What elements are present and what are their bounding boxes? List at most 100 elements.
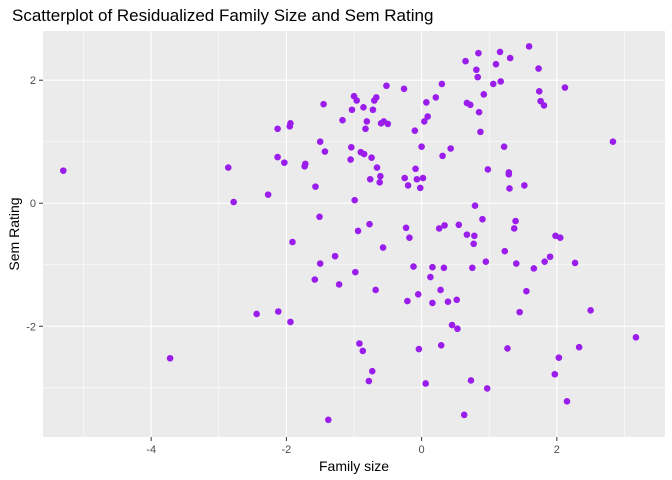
data-point: [489, 80, 497, 88]
x-axis-ticks: -4 -2 0 2: [146, 437, 560, 456]
data-point: [369, 106, 377, 114]
data-point: [365, 377, 373, 385]
data-point: [563, 398, 571, 405]
data-point: [360, 150, 368, 158]
data-point: [535, 87, 543, 95]
data-point: [512, 260, 520, 267]
data-point: [525, 43, 533, 50]
data-point: [497, 78, 505, 85]
data-points: [59, 43, 640, 424]
data-point: [289, 238, 296, 246]
data-point: [500, 143, 508, 150]
data-point: [437, 342, 445, 349]
data-point: [475, 108, 483, 116]
data-point: [501, 247, 509, 255]
data-point: [281, 159, 288, 166]
data-point: [401, 174, 409, 182]
data-point: [419, 174, 427, 182]
data-point: [412, 165, 419, 173]
data-point: [551, 370, 559, 378]
data-point: [373, 164, 381, 171]
data-point: [575, 343, 583, 351]
data-point: [477, 128, 484, 136]
data-point: [546, 253, 554, 261]
y-tick-label: 2: [30, 75, 36, 87]
data-point: [376, 179, 383, 186]
data-point: [510, 225, 518, 232]
data-point: [482, 258, 490, 265]
data-point: [535, 65, 542, 72]
data-point: [320, 100, 327, 108]
data-point: [384, 120, 392, 128]
data-point: [587, 306, 594, 314]
data-point: [441, 222, 448, 229]
x-tick-label: 2: [554, 444, 560, 456]
data-point: [505, 169, 513, 176]
y-axis-title: Sem Rating: [6, 197, 22, 270]
x-tick-label: 0: [419, 444, 425, 456]
data-point: [406, 234, 413, 241]
data-point: [437, 286, 444, 294]
data-point: [347, 143, 355, 151]
data-point: [316, 138, 324, 146]
data-point: [448, 321, 456, 329]
data-point: [404, 182, 412, 189]
data-point: [474, 73, 482, 81]
data-point: [506, 185, 513, 192]
data-point: [59, 167, 67, 174]
data-point: [571, 259, 579, 267]
data-point: [469, 264, 476, 272]
data-point: [362, 125, 369, 133]
data-point: [414, 290, 422, 298]
data-point: [360, 103, 367, 111]
data-point: [432, 94, 440, 101]
data-point: [480, 91, 488, 98]
data-point: [264, 191, 272, 198]
data-point: [274, 153, 281, 161]
data-point: [368, 367, 376, 375]
data-point: [444, 298, 452, 305]
data-point: [440, 264, 448, 272]
data-point: [447, 145, 454, 152]
data-point: [475, 49, 482, 57]
data-point: [471, 202, 479, 210]
x-tick-label: -2: [282, 444, 292, 456]
data-point: [312, 183, 319, 190]
data-point: [402, 224, 410, 232]
data-point: [404, 297, 411, 305]
data-point: [632, 334, 640, 341]
data-point: [466, 101, 474, 109]
data-point: [354, 227, 362, 235]
data-point: [416, 184, 424, 192]
data-point: [556, 234, 564, 241]
data-point: [609, 138, 617, 146]
data-point: [356, 340, 363, 347]
data-point: [253, 310, 260, 318]
data-point: [351, 196, 358, 204]
data-point: [316, 260, 324, 267]
data-point: [316, 213, 323, 221]
chart-title: Scatterplot of Residualized Family Size …: [12, 6, 433, 25]
data-point: [335, 281, 343, 288]
data-point: [373, 94, 380, 101]
data-point: [274, 125, 281, 133]
data-point: [541, 258, 548, 265]
data-point: [353, 97, 361, 104]
data-point: [473, 66, 480, 74]
data-point: [302, 160, 309, 168]
data-point: [504, 345, 511, 352]
data-point: [366, 220, 373, 228]
data-point: [347, 156, 354, 163]
data-point: [424, 113, 431, 120]
data-point: [463, 231, 471, 238]
data-point: [287, 119, 294, 127]
x-axis-title: Family size: [319, 458, 389, 474]
x-tick-label: -4: [146, 444, 156, 456]
data-point: [492, 60, 500, 68]
data-point: [483, 385, 491, 392]
data-point: [372, 286, 379, 294]
data-point: [321, 148, 329, 155]
data-point: [410, 263, 417, 270]
data-point: [561, 84, 569, 91]
data-point: [352, 268, 359, 276]
